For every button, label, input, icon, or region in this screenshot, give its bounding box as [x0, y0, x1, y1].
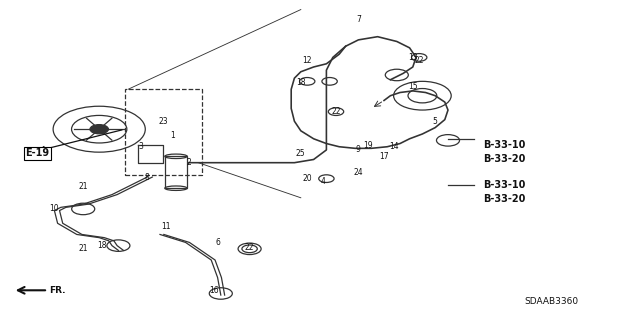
- Text: B-33-20: B-33-20: [483, 194, 525, 204]
- Bar: [125, 89, 202, 175]
- Circle shape: [90, 125, 108, 134]
- Bar: [165, 156, 187, 188]
- Text: 19: 19: [363, 141, 373, 150]
- Text: B-33-10: B-33-10: [483, 140, 525, 150]
- Text: 13: 13: [408, 53, 418, 62]
- Text: 20: 20: [302, 174, 312, 183]
- Text: 25: 25: [296, 149, 306, 158]
- Text: E-19: E-19: [26, 148, 50, 158]
- Text: 16: 16: [209, 286, 220, 295]
- Text: B-33-10: B-33-10: [483, 180, 525, 190]
- Text: 6: 6: [215, 238, 220, 247]
- Text: 17: 17: [379, 152, 389, 161]
- Text: 21: 21: [79, 182, 88, 191]
- Text: 11: 11: [162, 222, 171, 231]
- Text: 18: 18: [296, 78, 305, 87]
- Text: 21: 21: [79, 244, 88, 253]
- Text: B-33-20: B-33-20: [483, 154, 525, 165]
- Text: 14: 14: [388, 142, 399, 151]
- Text: SDAAB3360: SDAAB3360: [525, 297, 579, 306]
- Text: 5: 5: [433, 117, 438, 126]
- Text: FR.: FR.: [49, 286, 66, 295]
- Text: 22: 22: [415, 56, 424, 65]
- Text: 3: 3: [138, 142, 143, 151]
- Text: 4: 4: [321, 177, 326, 186]
- Text: 23: 23: [158, 117, 168, 126]
- Text: 10: 10: [49, 204, 60, 213]
- Text: 9: 9: [356, 145, 361, 154]
- Text: 22: 22: [332, 107, 340, 116]
- Text: 7: 7: [356, 15, 361, 24]
- Text: 24: 24: [353, 168, 364, 177]
- Text: 18: 18: [98, 241, 107, 250]
- Text: 1: 1: [170, 131, 175, 140]
- Text: 22: 22: [245, 243, 254, 252]
- Text: 15: 15: [408, 82, 418, 91]
- Text: 12: 12: [303, 56, 312, 65]
- Text: 2: 2: [186, 158, 191, 167]
- Text: 8: 8: [145, 173, 150, 182]
